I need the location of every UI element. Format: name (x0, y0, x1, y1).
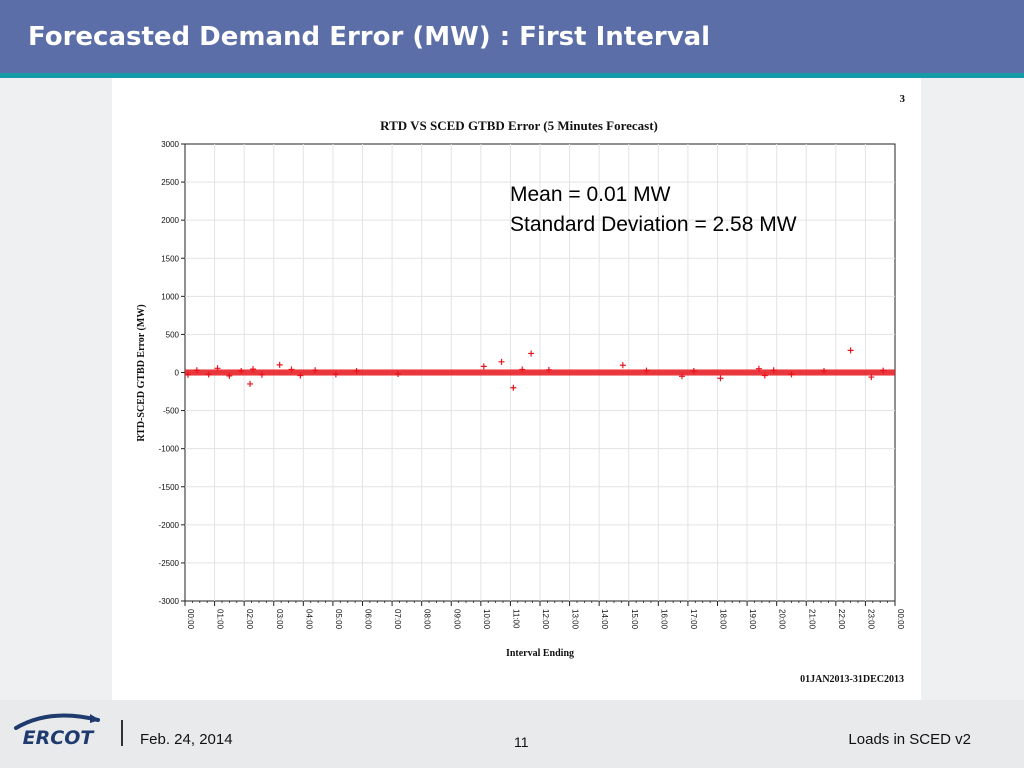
data-point (247, 380, 254, 387)
ercot-logo-icon: ERCOT (14, 713, 100, 749)
data-point (868, 374, 875, 381)
data-point (679, 373, 685, 380)
data-point (770, 367, 777, 374)
data-point (297, 372, 304, 379)
dense-error-band (185, 369, 895, 376)
x-axis-ticks: 00:00 01:00 02:00 03:00 04:00 05:00 06:00 07:00… (184, 601, 905, 630)
data-point (205, 371, 212, 378)
x-tick-label: 01:00 (216, 609, 225, 630)
x-tick-label: 08:00 (423, 609, 432, 630)
footer-title: Loads in SCED v2 (848, 731, 971, 748)
y-tick-label: -1500 (159, 483, 180, 492)
x-tick-label: 11:00 (511, 609, 520, 629)
x-tick-label: 16:00 (659, 609, 668, 630)
mean-annotation: Mean = 0.01 MW (510, 183, 671, 206)
data-point (193, 367, 200, 374)
logo-text: ERCOT (23, 727, 96, 749)
x-tick-label: 21:00 (807, 609, 816, 630)
data-point (545, 366, 552, 373)
data-point (498, 358, 505, 365)
x-tick-label: 23:00 (866, 609, 875, 630)
data-point (184, 371, 191, 378)
y-tick-label: 3000 (161, 140, 179, 149)
x-axis-label: Interval Ending (506, 648, 574, 659)
data-point (519, 366, 526, 373)
x-tick-label: 19:00 (748, 609, 757, 630)
data-point (312, 367, 319, 374)
data-point (761, 372, 768, 379)
x-tick-label: 06:00 (364, 609, 373, 630)
data-point (332, 371, 339, 378)
x-tick-label: 04:00 (304, 609, 313, 630)
chart: RTD VS SCED GTBD Error (5 Minutes Foreca… (136, 93, 906, 685)
data-point (276, 361, 283, 368)
data-point (480, 363, 487, 370)
x-tick-label: 09:00 (452, 609, 461, 630)
chart-panel: RTD VS SCED GTBD Error (5 Minutes Foreca… (112, 78, 921, 700)
x-tick-label: 15:00 (630, 609, 639, 630)
x-tick-label: 02:00 (245, 609, 254, 630)
x-tick-label: 20:00 (778, 609, 787, 630)
data-point (395, 371, 401, 378)
slide-footer (0, 700, 1024, 768)
data-point (788, 371, 795, 378)
data-point (690, 367, 697, 374)
data-point (880, 367, 887, 374)
y-tick-label: -3000 (159, 597, 180, 606)
error-band (185, 369, 895, 376)
data-point (238, 367, 245, 374)
header-accent-rule (0, 73, 1024, 78)
y-tick-label: 0 (175, 369, 180, 378)
y-tick-label: 2500 (161, 178, 179, 187)
y-tick-label: 2000 (161, 216, 179, 225)
data-point (821, 367, 827, 374)
y-tick-label: 1000 (161, 292, 179, 301)
data-point (847, 347, 854, 354)
y-tick-label: -2000 (159, 521, 180, 530)
stddev-annotation: Standard Deviation = 2.58 MW (510, 213, 797, 236)
slide-title: Forecasted Demand Error (MW) : First Int… (28, 22, 711, 52)
footer-date: Feb. 24, 2014 (140, 731, 233, 748)
data-point (510, 384, 517, 391)
slide-header: Forecasted Demand Error (MW) : First Int… (0, 0, 1024, 73)
y-tick-label: -2500 (159, 559, 180, 568)
y-tick-label: 500 (166, 330, 180, 339)
data-point (258, 371, 265, 378)
chart-corner-label: 3 (900, 93, 906, 105)
data-point (250, 366, 257, 373)
x-tick-label: 03:00 (275, 609, 284, 630)
x-tick-label: 13:00 (571, 609, 580, 630)
data-points (184, 347, 887, 391)
data-point (226, 372, 233, 379)
data-point (755, 365, 762, 372)
x-tick-label: 17:00 (689, 609, 698, 630)
page-number: 11 (514, 734, 529, 750)
data-point (643, 367, 650, 374)
y-tick-label: 1500 (161, 254, 179, 263)
data-point (353, 367, 360, 374)
ercot-logo: ERCOT (10, 708, 106, 750)
x-tick-label: 05:00 (334, 609, 343, 630)
x-tick-label: 10:00 (482, 609, 491, 630)
data-point (717, 375, 724, 382)
x-tick-label: 18:00 (719, 609, 728, 630)
chart-title: RTD VS SCED GTBD Error (5 Minutes Foreca… (380, 118, 658, 133)
y-tick-label: -1000 (159, 445, 180, 454)
y-axis-ticks: 3000 2500 2000 1500 1000 500 0 -500 -1000 -1500 -2… (159, 140, 185, 606)
x-tick-label: 12:00 (541, 609, 550, 630)
data-point (288, 366, 295, 373)
x-tick-label: 00:00 (896, 609, 905, 630)
data-point (214, 365, 221, 372)
x-tick-label: 07:00 (393, 609, 402, 630)
y-tick-label: -500 (163, 407, 180, 416)
x-tick-label: 00:00 (186, 609, 195, 630)
data-point (528, 350, 535, 357)
date-range-label: 01JAN2013-31DEC2013 (800, 674, 904, 685)
data-point (619, 362, 626, 369)
x-tick-label: 14:00 (600, 609, 609, 630)
y-axis-label: RTD-SCED GTBD Error (MW) (136, 304, 147, 441)
footer-divider (121, 720, 123, 746)
x-tick-label: 22:00 (837, 609, 846, 630)
